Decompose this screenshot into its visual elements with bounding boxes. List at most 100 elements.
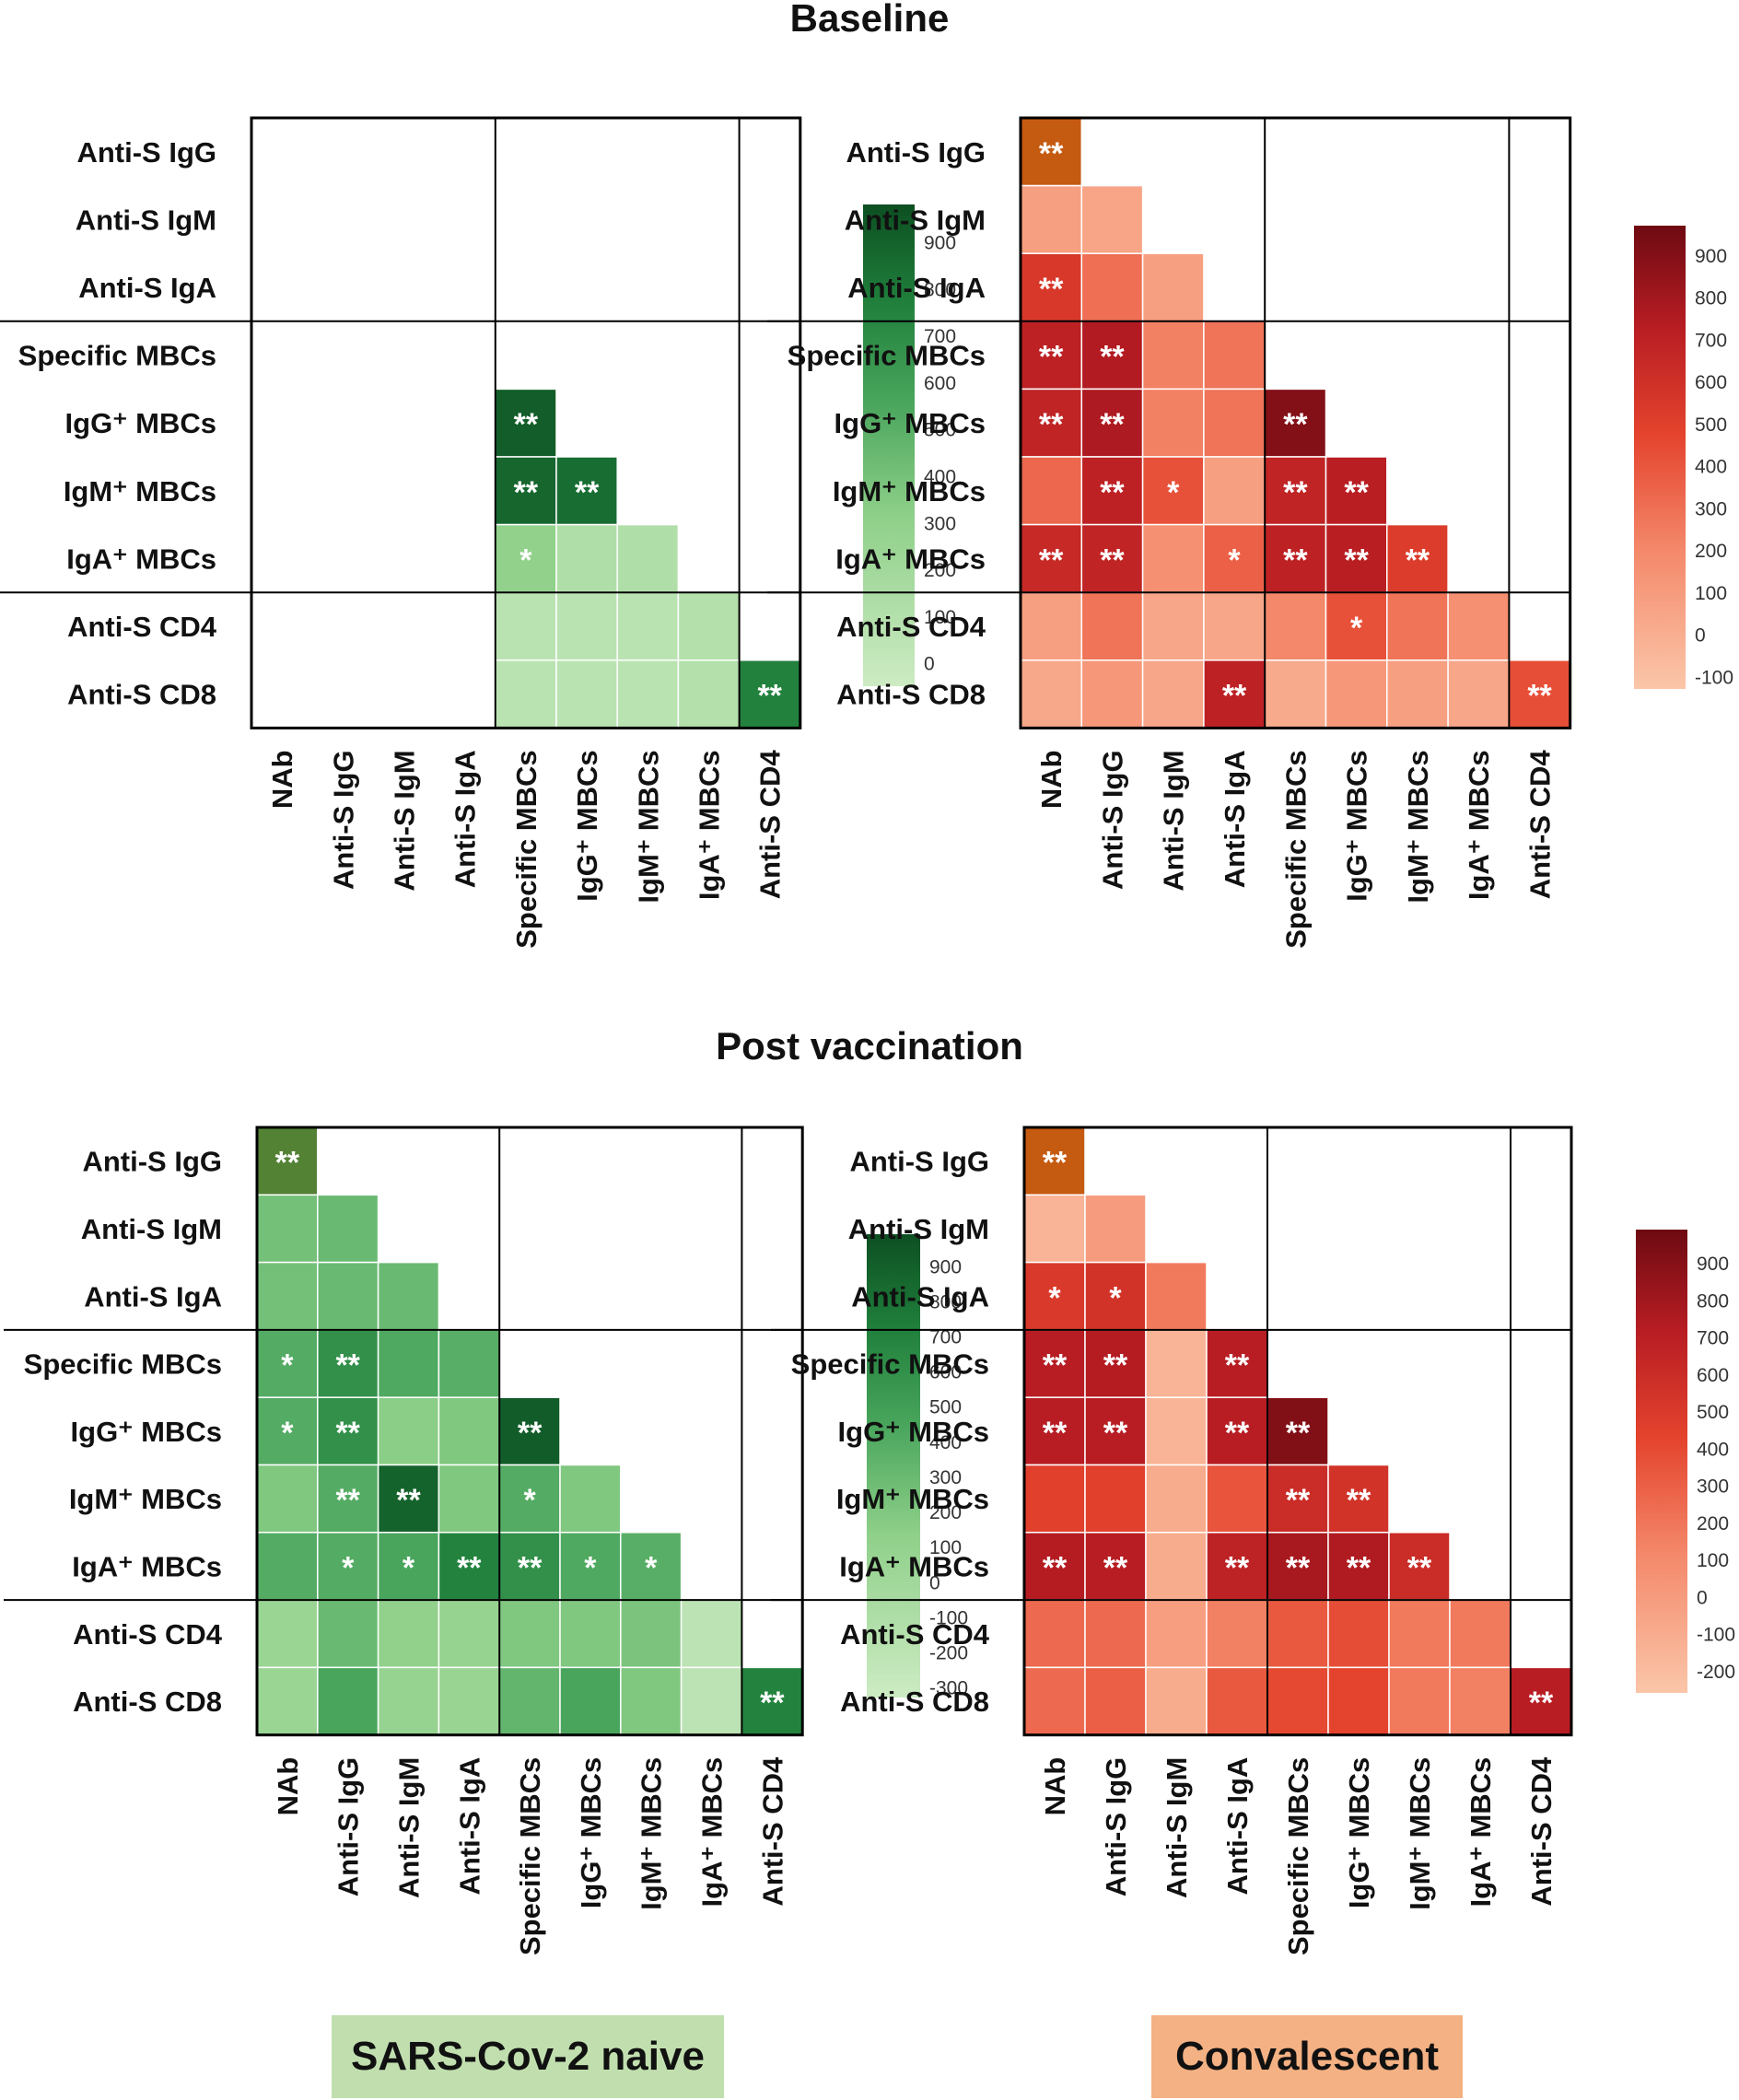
panel-frame bbox=[250, 116, 802, 729]
colorbar-tick: 300 bbox=[1697, 1476, 1729, 1498]
column-label-anti-s-igm: Anti-S IgM bbox=[1161, 1757, 1193, 1898]
column-label-iga-mbcs: IgA⁺ MBCs bbox=[1463, 750, 1495, 900]
significance-mark: ** bbox=[1225, 1550, 1250, 1585]
significance-mark: ** bbox=[1225, 1348, 1250, 1383]
column-label-anti-s-iga: Anti-S IgA bbox=[449, 750, 482, 888]
heatmap-cell bbox=[1020, 456, 1083, 526]
row-label-anti-s-igm: Anti-S IgM bbox=[845, 204, 986, 236]
heatmap-cell bbox=[495, 659, 557, 729]
colorbar-tick: 900 bbox=[929, 1256, 962, 1278]
column-label-anti-s-cd4: Anti-S CD4 bbox=[1525, 1756, 1558, 1907]
heatmap-cell bbox=[1023, 1194, 1086, 1264]
column-label-anti-s-igm: Anti-S IgM bbox=[393, 1757, 426, 1898]
column-label-igm-mbcs: IgM⁺ MBCs bbox=[1402, 750, 1434, 903]
row-label-igm-mbcs: IgM⁺ MBCs bbox=[836, 1483, 989, 1515]
heatmap-cell bbox=[256, 1666, 319, 1736]
row-label-anti-s-igm: Anti-S IgM bbox=[81, 1213, 222, 1245]
row-label-anti-s-cd8: Anti-S CD8 bbox=[840, 1686, 989, 1718]
significance-mark: * bbox=[281, 1416, 294, 1451]
heatmap-cell bbox=[559, 1532, 622, 1601]
row-label-anti-s-igg: Anti-S IgG bbox=[849, 1146, 989, 1178]
significance-mark: ** bbox=[335, 1348, 360, 1383]
column-label-nab: NAb bbox=[272, 1757, 304, 1816]
heatmap-cell bbox=[1266, 1396, 1329, 1466]
column-label-anti-s-iga: Anti-S IgA bbox=[1221, 1757, 1254, 1896]
column-label-igm-mbcs: IgM⁺ MBCs bbox=[636, 1757, 668, 1910]
column-label-igg-mbcs: IgG⁺ MBCs bbox=[1343, 1757, 1375, 1908]
significance-mark: ** bbox=[1043, 1348, 1068, 1383]
colorbar bbox=[863, 204, 915, 686]
column-label-iga-mbcs: IgA⁺ MBCs bbox=[696, 1757, 729, 1908]
row-label-anti-s-cd4: Anti-S CD4 bbox=[840, 1618, 990, 1651]
row-label-iga-mbcs: IgA⁺ MBCs bbox=[835, 542, 986, 575]
heatmap-cell bbox=[1203, 456, 1266, 526]
significance-mark: ** bbox=[335, 1483, 360, 1518]
heatmap-cell bbox=[1325, 523, 1388, 593]
column-label-nab: NAb bbox=[1035, 750, 1068, 809]
significance-mark: ** bbox=[1286, 1416, 1311, 1451]
significance-mark: ** bbox=[1527, 679, 1552, 714]
row-label-anti-s-igm: Anti-S IgM bbox=[848, 1213, 989, 1245]
legend-convalescent: Convalescent bbox=[1151, 2015, 1463, 2098]
colorbar-tick: 0 bbox=[1697, 1587, 1708, 1608]
heatmap-cell bbox=[1327, 1599, 1390, 1669]
column-label-anti-s-igm: Anti-S IgM bbox=[1158, 750, 1190, 891]
heatmap-cell bbox=[1206, 1329, 1268, 1398]
colorbar-tick: 300 bbox=[924, 513, 956, 534]
heatmap-cell bbox=[1206, 1396, 1268, 1466]
heatmap-cell bbox=[1141, 252, 1205, 322]
heatmap-cell bbox=[559, 1464, 622, 1534]
heatmap-cell bbox=[377, 1666, 440, 1736]
significance-mark: ** bbox=[396, 1483, 421, 1518]
heatmap-cell bbox=[1023, 1261, 1086, 1331]
colorbar-tick: 100 bbox=[1697, 1550, 1729, 1571]
colorbar bbox=[1634, 226, 1686, 689]
heatmap-cell bbox=[377, 1464, 440, 1534]
heatmap-cell bbox=[620, 1666, 683, 1736]
heatmap-cell bbox=[738, 659, 801, 729]
heatmap-cell bbox=[438, 1532, 500, 1601]
significance-mark: * bbox=[403, 1550, 415, 1585]
heatmap-cell bbox=[1449, 1666, 1511, 1736]
heatmap-cell bbox=[1206, 1464, 1268, 1534]
colorbar-tick: 700 bbox=[1697, 1328, 1729, 1349]
heatmap-cell bbox=[1023, 1396, 1086, 1466]
heatmap-cell bbox=[1388, 1666, 1451, 1736]
colorbar-tick: 900 bbox=[924, 233, 956, 254]
significance-mark: * bbox=[342, 1550, 355, 1585]
column-label-nab: NAb bbox=[266, 750, 298, 809]
heatmap-cell bbox=[1264, 659, 1327, 729]
colorbar-tick: 500 bbox=[1697, 1402, 1729, 1423]
significance-mark: ** bbox=[1406, 542, 1430, 578]
significance-mark: ** bbox=[514, 475, 539, 510]
heatmap-cell bbox=[1266, 1666, 1329, 1736]
heatmap-cell bbox=[498, 1532, 561, 1601]
heatmap-cell bbox=[559, 1599, 622, 1669]
row-label-specific-mbcs: Specific MBCs bbox=[791, 1348, 989, 1381]
heatmap-cell bbox=[1145, 1532, 1208, 1601]
row-label-anti-s-iga: Anti-S IgA bbox=[78, 272, 216, 304]
heatmap-cell bbox=[495, 591, 557, 661]
significance-mark: ** bbox=[1039, 136, 1064, 171]
significance-mark: ** bbox=[1407, 1550, 1432, 1585]
heatmap-cell bbox=[1080, 659, 1144, 729]
heatmap-cell bbox=[1141, 591, 1205, 661]
colorbar-tick: -100 bbox=[1697, 1625, 1735, 1646]
heatmap-cell bbox=[317, 1261, 379, 1331]
colorbar-tick: 500 bbox=[929, 1397, 962, 1418]
heatmap-cell bbox=[317, 1666, 379, 1736]
heatmap-cell bbox=[1084, 1194, 1147, 1264]
significance-mark: ** bbox=[457, 1550, 482, 1585]
row-label-specific-mbcs: Specific MBCs bbox=[788, 340, 986, 372]
row-label-iga-mbcs: IgA⁺ MBCs bbox=[72, 1550, 222, 1582]
heatmap-cell bbox=[1206, 1666, 1268, 1736]
heatmap-cell bbox=[317, 1532, 379, 1601]
significance-mark: ** bbox=[1039, 340, 1064, 375]
heatmap-cell bbox=[1325, 456, 1388, 526]
heatmap-cell bbox=[317, 1599, 379, 1669]
colorbar-tick: 200 bbox=[1697, 1513, 1729, 1534]
heatmap-cell bbox=[1508, 659, 1571, 729]
heatmap-cell bbox=[1386, 591, 1449, 661]
colorbar-tick: 800 bbox=[1697, 1290, 1729, 1312]
